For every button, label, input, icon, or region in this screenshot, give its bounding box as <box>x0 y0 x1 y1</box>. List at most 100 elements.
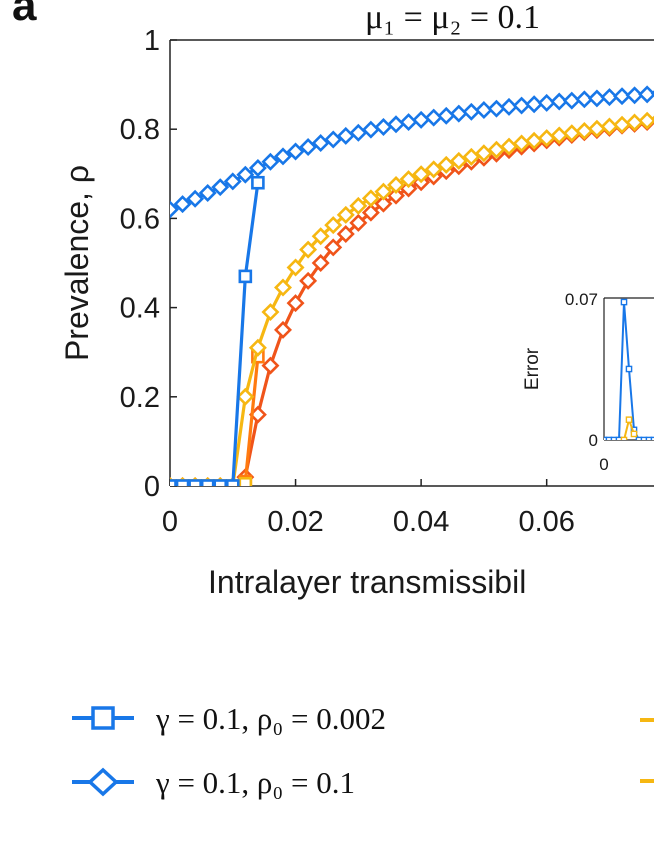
data-point-square <box>625 365 633 373</box>
data-point-square <box>630 430 638 438</box>
data-point-square <box>650 436 654 440</box>
series-3 <box>170 111 654 486</box>
data-point-diamond <box>286 294 305 313</box>
chart-title: μ₁ = μ₂ = 0.1 <box>365 0 540 36</box>
data-point-diamond <box>299 271 318 290</box>
data-point-diamond <box>324 238 343 257</box>
data-point-diamond <box>261 303 280 322</box>
data-point-diamond <box>299 240 318 259</box>
panel-label: a <box>12 0 37 30</box>
data-point-diamond <box>449 151 468 170</box>
data-point-diamond <box>361 189 380 208</box>
data-point-diamond <box>449 104 468 123</box>
data-point-diamond <box>336 225 355 243</box>
data-point-diamond <box>613 87 632 106</box>
data-point-diamond <box>261 356 280 375</box>
data-point-diamond <box>638 85 654 104</box>
data-point-diamond <box>361 203 380 222</box>
y-ticks: 0 0.2 0.4 0.6 0.8 1 <box>120 25 177 503</box>
data-point-diamond <box>186 189 205 208</box>
data-point-diamond <box>387 186 405 205</box>
data-point-diamond <box>248 159 267 177</box>
data-point-diamond <box>437 155 456 174</box>
y-tick-label: 0.8 <box>120 114 160 146</box>
data-point-diamond <box>374 117 393 136</box>
data-point-square <box>188 479 202 486</box>
data-point-diamond <box>462 102 481 121</box>
y-axis-label: Prevalence, ρ <box>59 165 95 361</box>
series-4 <box>170 349 265 486</box>
data-point-diamond <box>198 183 217 202</box>
data-point-diamond <box>374 182 393 201</box>
data-point-diamond <box>274 278 292 297</box>
data-point-diamond <box>361 120 380 139</box>
inset-error-chart: 0.07 0 0 Error <box>522 290 654 474</box>
data-point-diamond <box>274 147 292 166</box>
data-point-square <box>170 479 177 486</box>
data-point-diamond <box>274 320 292 339</box>
data-point-diamond <box>550 92 569 111</box>
data-point-square <box>625 416 633 424</box>
data-point-diamond <box>248 338 267 357</box>
data-point-square <box>238 269 253 284</box>
data-point-diamond <box>286 142 305 161</box>
data-point-diamond <box>374 194 393 213</box>
legend-item-blue-square: γ = 0.1, ρ₀ = 0.002 <box>72 701 386 736</box>
inset-y-label: Error <box>522 347 543 390</box>
data-point-diamond <box>236 387 255 406</box>
legend: γ = 0.1, ρ₀ = 0.002 γ = 0.1, ρ₀ = 0.1 <box>72 701 654 800</box>
data-point-diamond <box>424 160 443 179</box>
x-tick-label: 0.04 <box>393 506 449 538</box>
data-point-diamond <box>349 123 368 142</box>
data-point-square <box>620 436 628 440</box>
data-point-diamond <box>613 115 632 134</box>
inset-ytick-top: 0.07 <box>565 290 598 309</box>
inset-ytick-zero: 0 <box>589 431 598 450</box>
data-point-diamond <box>575 90 594 109</box>
data-point-diamond <box>387 175 405 194</box>
y-tick-label: 0 <box>144 471 160 503</box>
data-point-diamond <box>286 258 305 277</box>
data-point-diamond <box>349 213 368 232</box>
x-tick-label: 0.02 <box>267 506 323 538</box>
data-point-diamond <box>173 195 192 214</box>
data-point-square <box>213 479 228 486</box>
y-tick-label: 1 <box>144 25 160 57</box>
data-point-diamond <box>424 108 443 127</box>
data-point-diamond <box>336 205 355 224</box>
data-point-diamond <box>211 178 230 197</box>
data-point-diamond <box>236 165 255 184</box>
inset-series <box>604 298 654 440</box>
inset-xtick-zero: 0 <box>599 455 608 474</box>
legend-item-blue-diamond: γ = 0.1, ρ₀ = 0.1 <box>72 765 355 800</box>
data-point-diamond <box>437 106 456 125</box>
legend-label-1: γ = 0.1, ρ₀ = 0.002 <box>155 701 386 736</box>
x-tick-label: 0 <box>162 506 178 538</box>
data-point-diamond <box>170 200 179 219</box>
data-point-square <box>225 479 240 486</box>
data-point-square <box>175 479 190 486</box>
series-1 <box>170 85 654 219</box>
legend-marker-diamond <box>87 767 119 797</box>
inset-series-1 <box>620 416 638 440</box>
x-axis-label: Intralayer transmissibil <box>208 564 526 600</box>
y-tick-label: 0.6 <box>120 203 160 235</box>
legend-marker-square <box>91 706 115 730</box>
data-point-diamond <box>625 86 644 105</box>
data-point-square <box>251 175 265 190</box>
data-point-diamond <box>487 99 506 118</box>
legend-label-2: γ = 0.1, ρ₀ = 0.1 <box>155 765 355 800</box>
series-line <box>170 356 260 486</box>
x-tick-label: 0.06 <box>518 506 574 538</box>
data-point-diamond <box>223 172 242 191</box>
data-point-diamond <box>324 216 343 235</box>
series-layer <box>170 85 654 486</box>
data-point-diamond <box>349 196 368 215</box>
data-point-diamond <box>600 88 619 107</box>
data-point-diamond <box>399 113 418 132</box>
y-tick-label: 0.4 <box>120 293 160 325</box>
data-point-diamond <box>399 170 418 189</box>
x-ticks: 00.020.040.060 <box>162 479 575 538</box>
data-point-diamond <box>311 254 330 272</box>
